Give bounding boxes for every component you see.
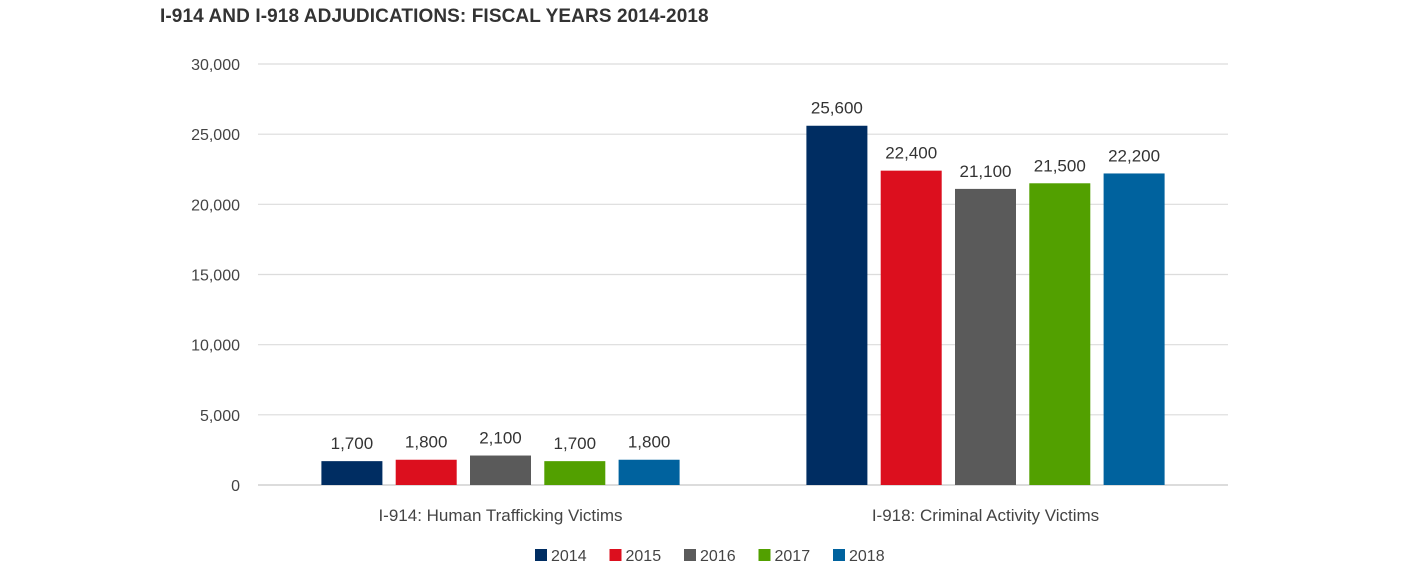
x-category-label: I-914: Human Trafficking Victims (378, 506, 622, 525)
data-label: 22,400 (885, 144, 937, 163)
y-tick-label: 5,000 (200, 408, 240, 425)
data-label: 2,100 (479, 429, 522, 448)
bar-2018-i914 (618, 459, 680, 485)
legend-swatch (758, 549, 771, 561)
y-tick-label: 15,000 (191, 268, 240, 285)
bar-2018-i918 (1103, 173, 1165, 485)
data-labels: 1,700 1,800 2,100 1,700 1,800 25,600 22,400 21,… (331, 99, 1160, 453)
legend-item-2017: 2017 (758, 548, 811, 565)
y-tick-label: 20,000 (191, 197, 240, 214)
data-label: 1,800 (405, 433, 448, 452)
bars (321, 125, 1165, 486)
data-label: 25,600 (811, 99, 863, 118)
data-label: 21,100 (960, 162, 1012, 181)
bar-2016-i914 (470, 455, 531, 485)
legend-item-2018: 2018 (833, 548, 885, 565)
data-label: 21,500 (1034, 156, 1086, 175)
legend: 2014 2015 2016 2017 2018 (535, 548, 885, 565)
legend-swatch (684, 549, 696, 561)
legend-item-2015: 2015 (609, 548, 662, 565)
data-label: 1,700 (331, 434, 374, 453)
legend-swatch (535, 549, 547, 561)
bar-2017-i918 (1029, 183, 1091, 486)
data-label: 1,800 (628, 433, 671, 452)
bar-2016-i918 (955, 188, 1016, 485)
data-label: 1,700 (554, 434, 597, 453)
y-tick-label: 0 (231, 478, 240, 495)
legend-label: 2014 (551, 548, 587, 565)
legend-label: 2018 (849, 548, 885, 565)
legend-label: 2015 (626, 548, 662, 565)
legend-item-2016: 2016 (684, 548, 736, 565)
legend-label: 2017 (775, 548, 811, 565)
legend-label: 2016 (700, 548, 736, 565)
bar-2014-i914 (321, 461, 383, 485)
y-tick-label: 30,000 (191, 57, 240, 74)
x-category-label: I-918: Criminal Activity Victims (872, 506, 1099, 525)
legend-swatch (833, 549, 845, 561)
legend-item-2014: 2014 (535, 548, 587, 565)
x-axis: I-914: Human Trafficking Victims I-918: C… (378, 506, 1099, 525)
y-tick-label: 10,000 (191, 338, 240, 355)
data-label: 22,200 (1108, 146, 1160, 165)
bar-2015-i918 (880, 170, 942, 486)
bar-2017-i914 (544, 461, 606, 485)
bar-2015-i914 (395, 459, 457, 485)
chart-title: I-914 AND I-918 ADJUDICATIONS: FISCAL YE… (160, 6, 709, 27)
y-tick-label: 25,000 (191, 127, 240, 144)
y-axis: 0 5,000 10,000 15,000 20,000 25,000 30,000 (191, 57, 240, 495)
bar-2014-i918 (806, 125, 868, 485)
legend-swatch (609, 549, 622, 561)
